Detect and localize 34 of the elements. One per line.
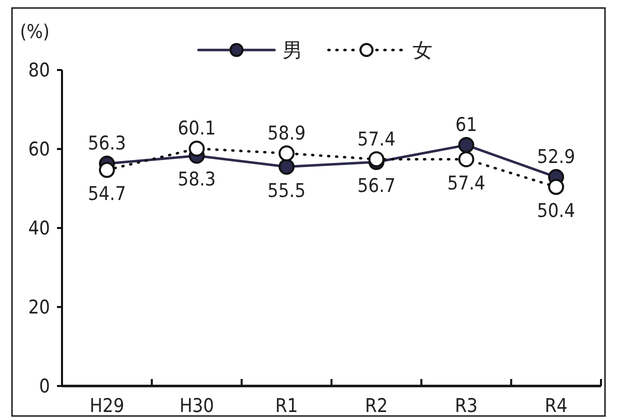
point — [458, 151, 474, 168]
point — [98, 162, 115, 178]
x-tick-label: R1 — [275, 395, 298, 417]
y-tick-label: 20 — [28, 296, 50, 319]
legend-label: 男 — [282, 38, 302, 62]
point — [368, 151, 384, 168]
y-tick-label: 0 — [39, 376, 50, 398]
x-tick-label: R3 — [454, 395, 478, 417]
point — [458, 137, 474, 154]
y-axis-title: (%) — [20, 21, 50, 43]
point — [188, 140, 205, 157]
data-label: 61 — [455, 114, 478, 136]
data-label: 56.7 — [357, 175, 396, 198]
data-label: 57.4 — [357, 128, 396, 150]
data-label: 54.7 — [88, 182, 126, 205]
data-label: 50.4 — [537, 200, 576, 222]
data-label: 55.5 — [268, 180, 306, 202]
y-tick-label: 40 — [28, 218, 50, 240]
point — [278, 145, 295, 162]
data-label: 52.9 — [537, 146, 576, 168]
data-label: 58.3 — [178, 168, 216, 191]
x-tick-label: H30 — [179, 395, 214, 417]
data-label: 56.3 — [88, 132, 126, 155]
data-label: 57.4 — [447, 172, 486, 194]
point — [548, 178, 564, 195]
data-label: 60.1 — [178, 118, 216, 140]
x-tick-label: R4 — [544, 395, 568, 417]
point — [278, 158, 295, 175]
data-label: 58.9 — [268, 122, 306, 144]
x-tick-label: H29 — [90, 395, 124, 417]
legend-label: 女 — [412, 38, 432, 62]
y-tick-label: 80 — [28, 60, 50, 82]
y-tick-label: 60 — [28, 138, 50, 161]
x-tick-label: R2 — [365, 395, 388, 417]
